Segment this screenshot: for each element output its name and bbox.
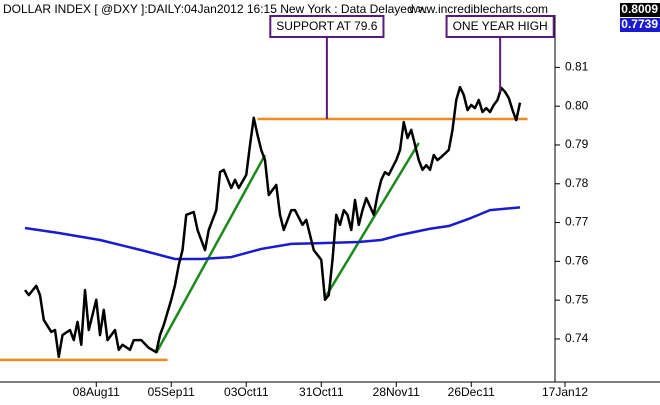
readout-box	[620, 18, 660, 32]
x-tick-label: 05Sep11	[148, 385, 195, 399]
annotation-box	[269, 15, 385, 38]
x-tick-label: 03Oct11	[224, 385, 269, 399]
y-tick-label: 0.75	[565, 292, 589, 306]
readout: 0.7739	[621, 17, 658, 31]
readout: 0.8009	[621, 2, 658, 16]
trend-line	[155, 154, 267, 354]
series-line	[24, 206, 521, 261]
readout-box	[620, 3, 660, 17]
annotation-box	[445, 15, 555, 38]
y-tick-label: 0.80	[565, 98, 589, 112]
annotation-text: SUPPORT AT 79.6	[276, 19, 377, 33]
x-tick-label: 26Dec11	[448, 385, 495, 399]
x-tick-label: 08Aug11	[73, 385, 120, 399]
x-tick-label: 31Oct11	[299, 385, 344, 399]
y-tick-label: 0.77	[565, 215, 589, 229]
series-line	[24, 85, 522, 359]
source: www.incrediblecharts.com	[408, 2, 548, 16]
trend-line	[323, 142, 420, 299]
x-tick-label: 17Jan12	[542, 385, 588, 399]
y-tick-label: 0.76	[565, 254, 589, 268]
y-tick-label: 0.79	[565, 137, 589, 151]
chart-title: DOLLAR INDEX [ @DXY ]:DAILY:04Jan2012 16…	[3, 2, 431, 16]
y-tick-label: 0.78	[565, 176, 589, 190]
y-tick-label: 0.74	[565, 331, 589, 345]
y-tick-label: 0.81	[565, 60, 589, 74]
x-tick-label: 28Nov11	[373, 385, 420, 399]
annotation-text: ONE YEAR HIGH	[453, 19, 548, 33]
